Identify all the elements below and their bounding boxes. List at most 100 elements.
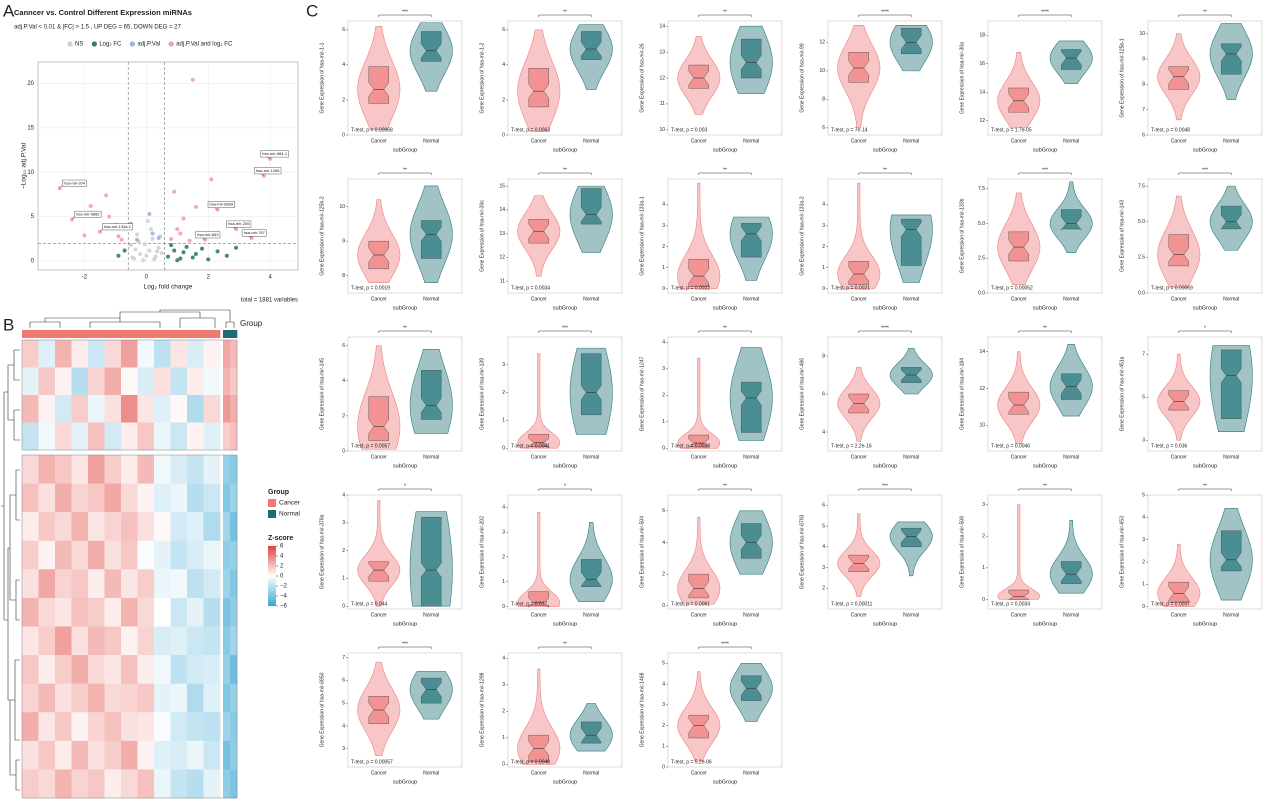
y-tick-label: 6	[822, 391, 825, 397]
heat-cell	[121, 655, 138, 684]
box	[421, 31, 442, 62]
box	[688, 259, 709, 287]
heat-cell	[170, 422, 188, 451]
y-tick-label: 5	[1142, 492, 1145, 498]
heat-cell	[154, 712, 171, 742]
heat-cell	[230, 395, 238, 423]
x-tick-label: Cancer	[851, 612, 867, 618]
heat-cell	[104, 769, 122, 799]
violin	[1049, 520, 1093, 594]
heat-cell	[104, 655, 122, 684]
heat-cell	[187, 626, 204, 656]
x-tick-label: Normal	[743, 454, 759, 460]
sig-label: *	[404, 483, 406, 489]
heat-cell	[88, 422, 105, 451]
x-tick-label: Normal	[1223, 296, 1239, 302]
heat-cell	[154, 740, 171, 770]
y-tick-label: 1	[502, 418, 505, 424]
heat-cell	[55, 655, 72, 684]
x-tick-label: Cancer	[531, 454, 547, 460]
heat-cell	[230, 512, 238, 542]
y-tick-label: 4	[822, 429, 825, 435]
x-tick-label: Normal	[903, 296, 919, 302]
y-tick-label: 6	[1142, 132, 1145, 138]
point	[190, 77, 195, 82]
x-axis-title: subGroup	[873, 305, 897, 311]
heat-cell	[137, 512, 155, 542]
heat-cell	[71, 626, 89, 656]
p-value: T-test, p = 0.0057	[351, 443, 390, 449]
legend-label: adj.P.Val and log₂ FC	[176, 42, 233, 48]
heat-cell	[55, 422, 72, 451]
point	[150, 236, 155, 241]
point	[144, 253, 149, 258]
sig-bracket	[378, 330, 432, 333]
x-axis-title: subGroup	[713, 305, 737, 311]
heat-cell	[22, 769, 39, 799]
heat-cell	[38, 655, 56, 684]
heat-cell	[104, 597, 122, 627]
heat-cell	[187, 655, 204, 684]
heat-cell	[88, 712, 105, 742]
heat-cell	[88, 340, 105, 368]
heat-cell	[55, 367, 72, 396]
heat-cell	[71, 597, 89, 627]
point	[209, 177, 214, 182]
y-tick-label: 2	[982, 533, 985, 539]
legend-swatch	[67, 41, 73, 47]
y-axis-title: Gene Expression of hsa-mir-143	[1119, 200, 1125, 272]
plot-area	[1147, 494, 1263, 610]
plot-area	[987, 20, 1103, 136]
heat-cell	[154, 569, 171, 599]
plot-area	[987, 494, 1103, 610]
heat-cell	[88, 395, 105, 423]
box	[1168, 66, 1189, 90]
heat-cell	[154, 769, 171, 799]
y-tick-label: 5.0	[1138, 219, 1145, 225]
sig-bracket	[698, 646, 752, 649]
point	[193, 252, 198, 256]
box	[1221, 349, 1242, 419]
heat-cell	[170, 455, 188, 484]
heat-cell	[22, 683, 39, 713]
sig-label: **	[403, 325, 407, 331]
heat-cell	[55, 512, 72, 542]
box	[581, 31, 602, 60]
x-axis-title: subGroup	[553, 305, 577, 311]
heat-cell	[121, 569, 138, 599]
panel-letter: B	[3, 315, 14, 334]
y-tick-label: 0	[502, 132, 505, 138]
x-tick-label: Cancer	[691, 138, 707, 144]
group-bar	[121, 330, 138, 338]
heat-cell	[203, 540, 221, 570]
group-bar	[137, 330, 155, 338]
heat-cell	[203, 655, 221, 684]
sig-bracket	[698, 488, 752, 491]
p-value: T-test, p = 7e-14	[831, 127, 868, 133]
heat-cell	[104, 367, 122, 396]
sig-bracket	[1178, 330, 1232, 333]
sig-bracket	[538, 172, 592, 175]
y-axis-title: Gene Expression of hsa-mir-378a	[319, 514, 325, 589]
y-tick-label: 1	[662, 744, 665, 750]
y-tick-label: 4	[662, 540, 665, 546]
x-tick-label: Cancer	[1011, 138, 1027, 144]
heat-cell	[22, 597, 39, 627]
heat-cell	[22, 395, 39, 423]
p-value: T-test, p = 0.0021	[831, 285, 870, 291]
sig-bracket	[1018, 488, 1072, 491]
heat-cell	[38, 340, 56, 368]
heat-cell	[38, 540, 56, 570]
heat-cell	[203, 455, 221, 484]
box	[421, 220, 442, 259]
heat-cell	[88, 512, 105, 542]
sig-bracket	[858, 330, 912, 333]
heat-cell	[230, 655, 238, 684]
x-tick-label: -2	[82, 275, 88, 281]
legend-title: Group	[240, 319, 263, 328]
y-tick-label: 0	[31, 259, 35, 265]
plot-area	[1147, 336, 1263, 452]
y-tick-label: 8	[342, 273, 345, 279]
legend-label: Log₂ FC	[99, 42, 122, 48]
plot-area	[667, 20, 783, 136]
